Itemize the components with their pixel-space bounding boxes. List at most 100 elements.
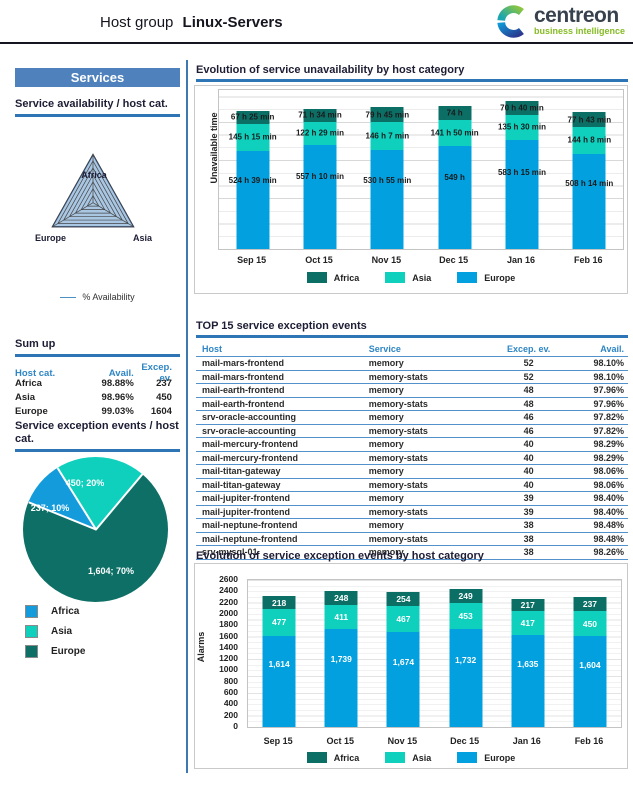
y-tick-label: 1000 bbox=[219, 664, 238, 675]
avail-cell: 99.03% bbox=[101, 405, 134, 417]
radar-gridline bbox=[68, 174, 118, 217]
table-row: mail-titan-gateway memory 40 98.06% bbox=[196, 465, 628, 479]
bar-segment-africa: 254 bbox=[386, 591, 420, 606]
avail-cell: 98.26% bbox=[593, 547, 624, 558]
stacked-bar: 1,604 450 237 bbox=[573, 597, 607, 727]
bar-value-label: 1,674 bbox=[392, 656, 415, 667]
x-axis-label: Dec 15 bbox=[439, 255, 469, 265]
stacked-bar: 1,732 453 249 bbox=[449, 589, 483, 727]
stacked-bar: 530 h 55 min 146 h 7 min 79 h 45 min bbox=[363, 107, 411, 249]
x-axis-label: Nov 15 bbox=[371, 255, 402, 265]
avail-cell: 98.48% bbox=[593, 520, 624, 531]
host-cat-cell: Asia bbox=[15, 391, 36, 403]
sumup-row: Europe 99.03% 1604 bbox=[15, 404, 180, 418]
plot-area: 1,614 477 218 1,739 411 248 1,674 467 254 1,732 45… bbox=[247, 579, 622, 728]
avail-cell: 97.96% bbox=[593, 398, 624, 409]
sumup-col-avail: Avail. bbox=[108, 367, 134, 379]
y-tick-label: 2600 bbox=[219, 574, 238, 584]
bar-value-label: 74 h bbox=[446, 108, 463, 118]
unavailability-chart-heading: Evolution of service unavailability by h… bbox=[196, 64, 628, 82]
host-cell: mail-earth-frontend bbox=[202, 398, 285, 409]
bar-value-label: 549 h bbox=[444, 173, 465, 182]
x-axis-label: Jan 16 bbox=[506, 255, 535, 265]
bar-slot: 1,635 417 217 bbox=[497, 580, 559, 727]
sumup-heading: Sum up bbox=[15, 338, 180, 357]
sidebar: Services Service availability / host cat… bbox=[15, 62, 180, 787]
pie-legend: Africa Asia Europe bbox=[25, 605, 85, 665]
x-axis-label: Feb 16 bbox=[574, 255, 603, 265]
col-excep-ev: Excep. ev. bbox=[506, 344, 551, 354]
bar-value-label: 254 bbox=[396, 593, 411, 604]
excep-cell: 40 bbox=[523, 452, 534, 463]
excep-cell: 52 bbox=[523, 371, 534, 382]
bar-segment-europe: 1,635 bbox=[511, 634, 545, 727]
y-tick-label: 400 bbox=[223, 698, 238, 709]
centreon-c-icon bbox=[497, 5, 524, 38]
pie-legend-item: Asia bbox=[25, 625, 85, 638]
bar-slot: 1,674 467 254 bbox=[372, 580, 434, 727]
legend-swatch-europe bbox=[25, 645, 38, 658]
avail-cell: 98.10% bbox=[593, 371, 624, 382]
bar-value-label: 218 bbox=[271, 597, 287, 608]
bar-segment-asia: 146 h 7 min bbox=[366, 122, 409, 150]
service-cell: memory-stats bbox=[368, 506, 428, 517]
host-cell: srv-oracle-accounting bbox=[202, 425, 297, 436]
page-title-hostgroup: Linux-Servers bbox=[182, 14, 283, 31]
bar-value-label: 524 h 39 min bbox=[228, 176, 277, 186]
avail-cell: 98.40% bbox=[593, 506, 624, 517]
table-row: mail-jupiter-frontend memory-stats 39 98.40… bbox=[196, 506, 628, 519]
table-row: srv-oracle-accounting memory-stats 46 97.82… bbox=[196, 425, 628, 438]
stacked-bar: 549 h 141 h 50 min 74 h bbox=[431, 105, 479, 249]
bar-segment-asia: 453 bbox=[449, 603, 483, 630]
bar-segment-africa: 71 h 34 min bbox=[298, 108, 342, 122]
radar-legend: % Availability bbox=[15, 292, 180, 302]
y-axis-ticks: 0 200 400 600 800 1000 1200 1400 1600 1800 2000 220… bbox=[207, 574, 243, 731]
bar-value-label: 77 h 43 min bbox=[567, 115, 612, 125]
excep-cell: 237 bbox=[156, 377, 172, 389]
bar-value-label: 70 h 40 min bbox=[500, 103, 544, 113]
service-cell: memory bbox=[368, 520, 404, 531]
legend-swatch-asia bbox=[385, 272, 406, 283]
legend-label: Europe bbox=[51, 646, 86, 657]
x-axis-label: Jan 16 bbox=[512, 736, 541, 746]
excep-cell: 39 bbox=[523, 493, 534, 504]
services-section-header: Services bbox=[15, 68, 180, 87]
legend-swatch-africa bbox=[306, 752, 327, 763]
bar-segment-europe: 1,604 bbox=[573, 636, 607, 727]
legend-label: Africa bbox=[51, 606, 80, 617]
bar-segment-africa: 218 bbox=[262, 596, 296, 609]
excep-cell: 40 bbox=[523, 479, 534, 490]
host-cell: srv-mysql-01 bbox=[202, 547, 258, 558]
brand-tagline: business intelligence bbox=[533, 26, 625, 36]
stacked-bar: 1,739 411 248 bbox=[324, 591, 358, 727]
avail-cell: 98.29% bbox=[593, 439, 624, 450]
y-tick-label: 2400 bbox=[219, 585, 238, 596]
pie-label-asia: 450; 20% bbox=[65, 478, 105, 488]
radar-axis-europe: Europe bbox=[35, 233, 66, 243]
host-cat-cell: Africa bbox=[15, 377, 42, 389]
col-avail: Avail. bbox=[600, 344, 624, 354]
bar-value-label: 417 bbox=[520, 617, 535, 628]
bar-value-label: 145 h 15 min bbox=[228, 132, 277, 142]
excep-cell: 52 bbox=[523, 358, 534, 369]
service-cell: memory bbox=[368, 385, 404, 396]
bar-slot: 1,604 450 237 bbox=[559, 580, 621, 727]
excep-cell: 40 bbox=[523, 439, 534, 450]
bar-segment-europe: 1,614 bbox=[262, 635, 296, 727]
bar-segment-asia: 144 h 8 min bbox=[568, 126, 611, 154]
excep-cell: 1604 bbox=[150, 405, 172, 417]
legend-label: Asia bbox=[412, 272, 432, 283]
pie-chart: 237; 10% 450; 20% 1,604; 70% bbox=[23, 457, 168, 602]
avail-cell: 98.06% bbox=[593, 479, 624, 490]
legend-item: Africa bbox=[306, 752, 359, 763]
bar-segment-asia: 141 h 50 min bbox=[431, 119, 479, 147]
bar-segment-europe: 524 h 39 min bbox=[229, 150, 277, 249]
table-row: mail-earth-frontend memory-stats 48 97.96% bbox=[196, 398, 628, 411]
bar-value-label: 453 bbox=[458, 611, 473, 622]
avail-cell: 98.06% bbox=[593, 466, 624, 477]
host-cell: mail-jupiter-frontend bbox=[202, 506, 290, 517]
bar-segment-europe: 530 h 55 min bbox=[363, 149, 411, 249]
sumup-col-excep: Excep. ev. bbox=[141, 362, 172, 384]
bar-value-label: 477 bbox=[271, 617, 287, 628]
